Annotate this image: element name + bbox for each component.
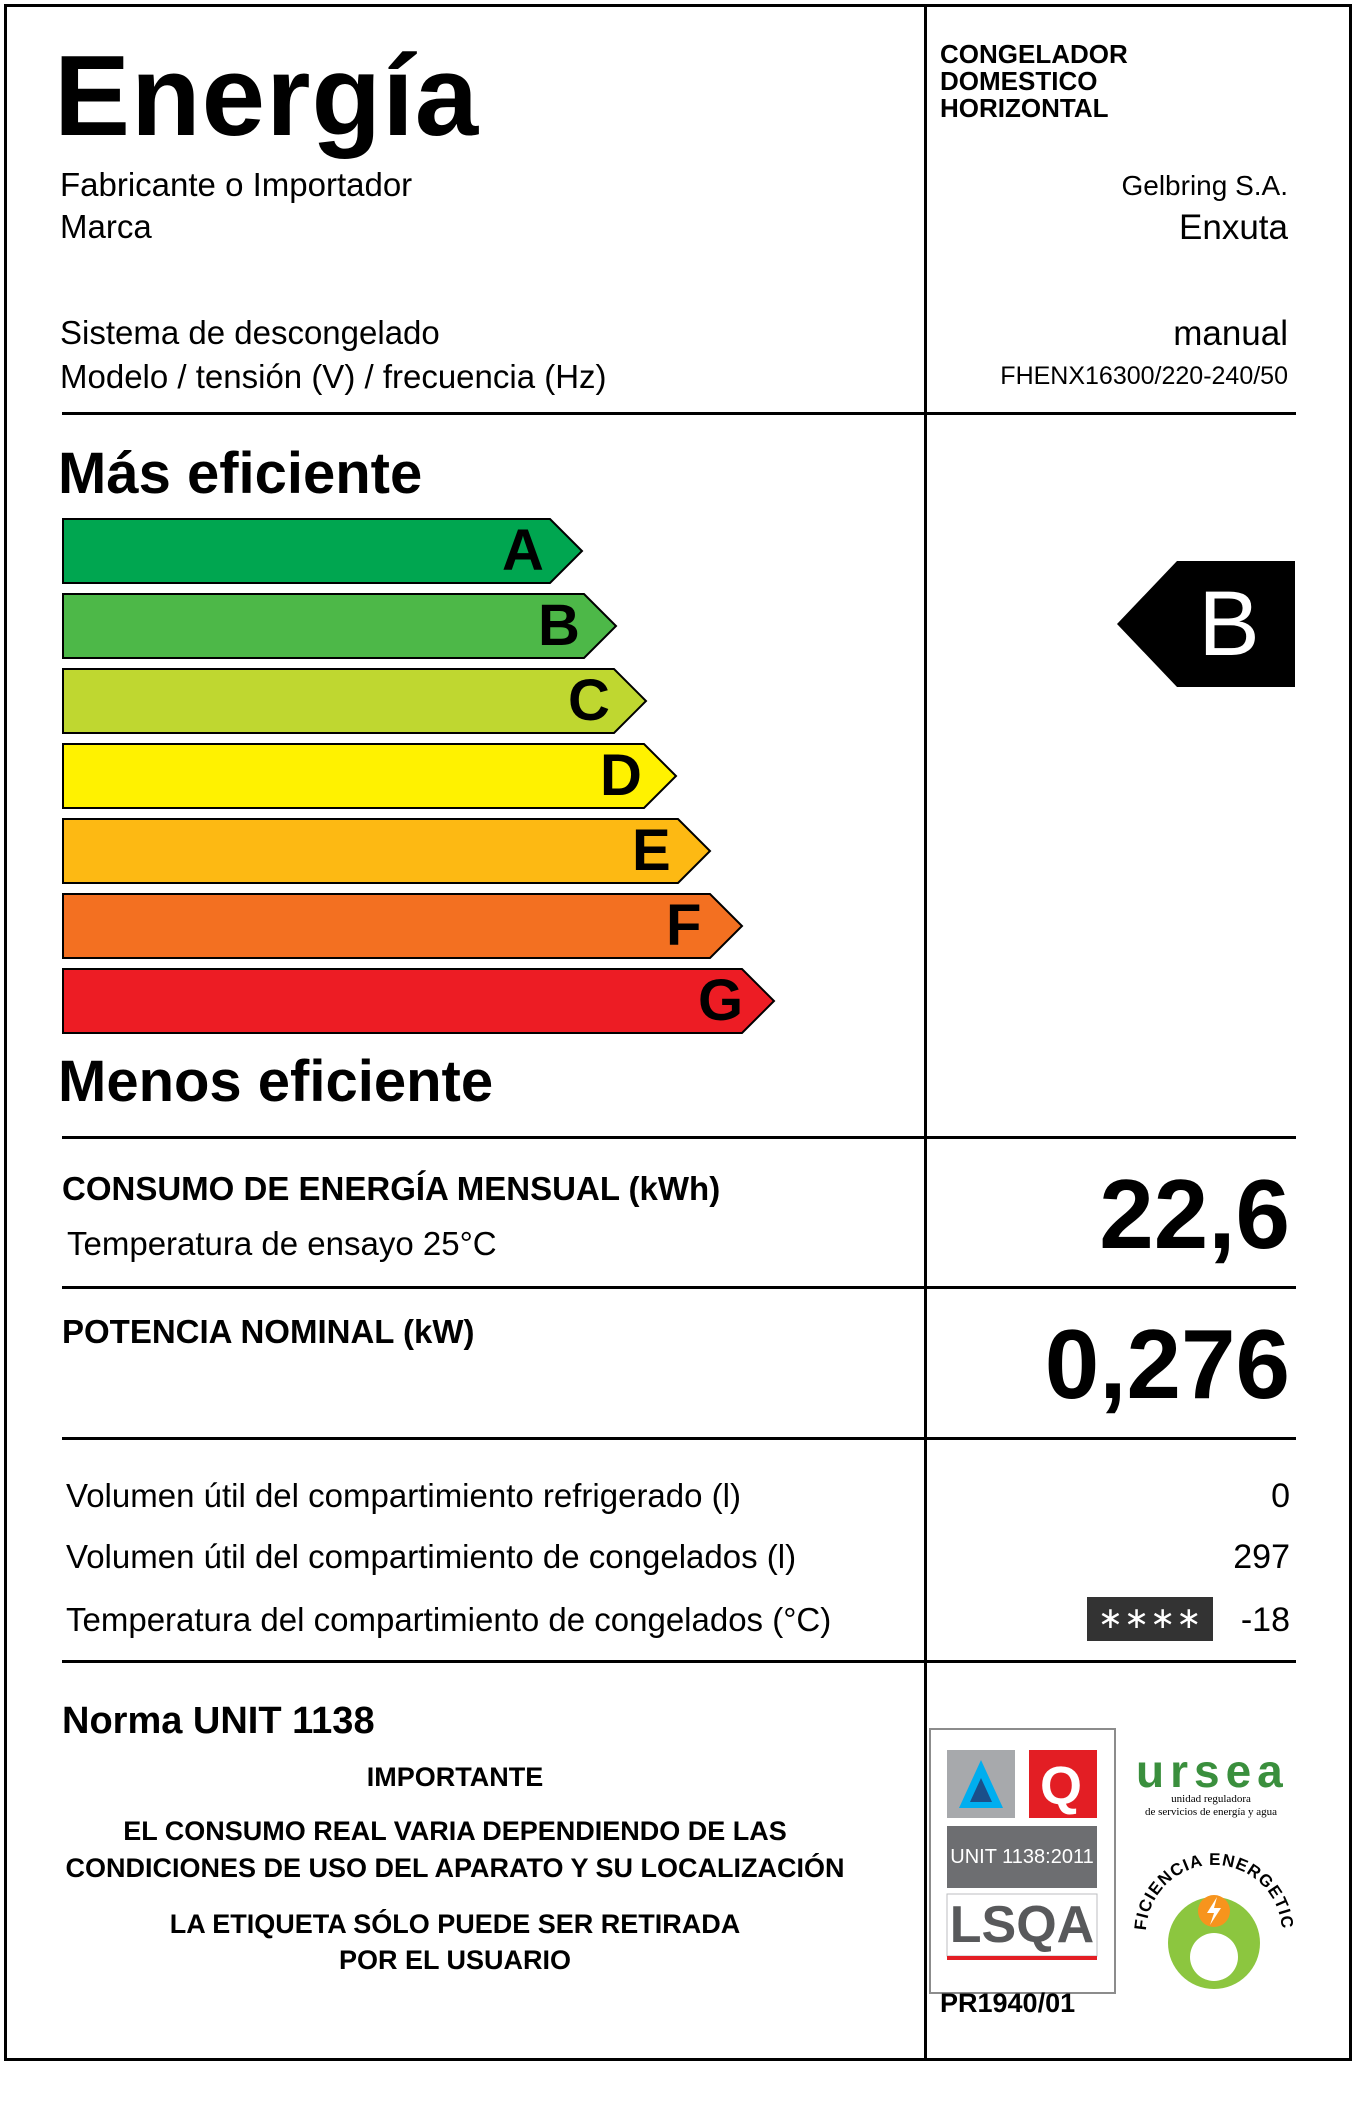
consumption-label: CONSUMO DE ENERGÍA MENSUAL (kWh) xyxy=(62,1170,721,1207)
consumption-sublabel: Temperatura de ensayo 25°C xyxy=(67,1225,497,1262)
power-label: POTENCIA NOMINAL (kW) xyxy=(62,1313,475,1350)
energy-bar-letter-e: E xyxy=(632,818,671,883)
cert-code: PR1940/01 xyxy=(940,1988,1076,2018)
lsqa-logo-graphic xyxy=(946,1750,1098,1960)
ursea-logo: ursea xyxy=(1136,1745,1289,1797)
lsqa-certification-logo: Q UNIT 1138:2011 LSQA xyxy=(929,1728,1116,1994)
defrost-label: Sistema de descongelado xyxy=(60,314,440,351)
energy-bar-f: F xyxy=(62,893,744,959)
freezer-temperature-value: -18 xyxy=(1240,1601,1290,1639)
label-title: Energía xyxy=(54,33,480,160)
efficiency-seal: EFICIENCIA ENERGETICA xyxy=(1117,1820,1304,1995)
consumption-value: 22,6 xyxy=(1099,1159,1290,1269)
volume-frozen-value: 297 xyxy=(1233,1538,1290,1576)
appliance-type-line-3: HORIZONTAL xyxy=(940,93,1109,123)
brand-value: Enxuta xyxy=(1179,208,1288,247)
energy-bar-letter-f: F xyxy=(666,893,702,958)
volume-refrigerated-label: Volumen útil del compartimiento refriger… xyxy=(66,1477,741,1514)
energy-bar-e: E xyxy=(62,818,712,884)
cert-name: LSQA xyxy=(949,1896,1095,1954)
volume-refrigerated-value: 0 xyxy=(1271,1477,1290,1515)
appliance-type-line-2: DOMESTICO xyxy=(940,66,1098,96)
energy-rating-badge: B xyxy=(1117,561,1295,687)
lsqa-q-letter: Q xyxy=(1039,1756,1082,1816)
manufacturer-label: Fabricante o Importador xyxy=(60,166,413,203)
energy-rating-letter: B xyxy=(1198,573,1260,675)
energy-bar-g: G xyxy=(62,968,776,1034)
notice-line-2: CONDICIONES DE USO DEL APARATO Y SU LOCA… xyxy=(65,1853,845,1883)
norm-title: Norma UNIT 1138 xyxy=(62,1700,375,1742)
energy-bar-letter-g: G xyxy=(698,968,744,1033)
removal-line-1: LA ETIQUETA SÓLO PUEDE SER RETIRADA xyxy=(169,1909,741,1939)
scale-bottom-label: Menos eficiente xyxy=(58,1049,494,1114)
energy-bar-d: D xyxy=(62,743,678,809)
model-label: Modelo / tensión (V) / frecuencia (Hz) xyxy=(60,358,607,395)
cert-standard: UNIT 1138:2011 xyxy=(950,1846,1094,1868)
scale-top-label: Más eficiente xyxy=(58,441,423,506)
ursea-subtitle-line-1: unidad reguladora xyxy=(1171,1793,1251,1805)
important-heading: IMPORTANTE xyxy=(366,1762,544,1792)
energy-bar-a: A xyxy=(62,518,584,584)
appliance-type-line-1: CONGELADOR xyxy=(940,39,1128,69)
energy-bar-letter-a: A xyxy=(502,518,544,583)
divider-volumes xyxy=(62,1660,1296,1663)
manufacturer-value: Gelbring S.A. xyxy=(1121,170,1288,201)
divider-scale xyxy=(62,1136,1296,1139)
label-frame xyxy=(4,4,1352,2061)
column-divider xyxy=(924,7,927,2058)
energy-bar-c: C xyxy=(62,668,648,734)
freezer-temperature-label: Temperatura del compartimiento de congel… xyxy=(66,1601,832,1638)
notice-line-1: EL CONSUMO REAL VARIA DEPENDIENDO DE LAS xyxy=(123,1816,787,1846)
energy-bar-letter-b: B xyxy=(538,593,580,658)
divider-header xyxy=(62,412,1296,415)
energy-bar-b: B xyxy=(62,593,618,659)
model-value: FHENX16300/220-240/50 xyxy=(1000,362,1288,390)
divider-consumption xyxy=(62,1286,1296,1289)
volume-frozen-label: Volumen útil del compartimiento de conge… xyxy=(66,1538,797,1575)
freezer-star-rating: ∗∗∗∗ xyxy=(1087,1597,1213,1641)
ursea-subtitle-line-2: de servicios de energía y agua xyxy=(1144,1806,1278,1818)
removal-line-2: POR EL USUARIO xyxy=(338,1945,572,1975)
divider-power xyxy=(62,1437,1296,1440)
defrost-value: manual xyxy=(1173,314,1288,353)
energy-bar-letter-c: C xyxy=(568,668,610,733)
energy-bar-letter-d: D xyxy=(600,743,642,808)
brand-label: Marca xyxy=(60,208,152,245)
power-value: 0,276 xyxy=(1044,1309,1290,1419)
efficiency-seal-graphic: EFICIENCIA ENERGETICA xyxy=(1117,1820,1296,1989)
